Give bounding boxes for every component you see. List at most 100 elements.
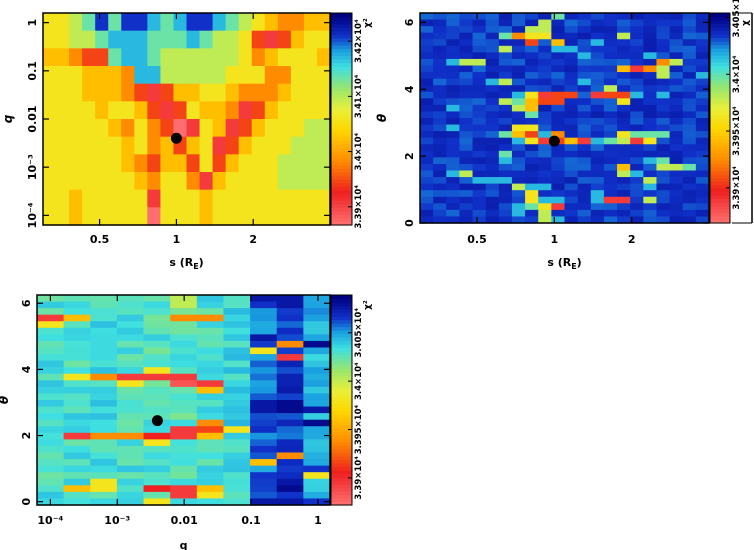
heatmap-cell (223, 491, 251, 500)
heatmap-cell (603, 58, 618, 67)
heatmap-cell (420, 144, 434, 152)
heatmap-cell (551, 131, 566, 139)
colorbar-segment (710, 41, 730, 46)
colorbar-segment (331, 358, 352, 363)
heatmap-cell (433, 216, 447, 224)
heatmap-cell (303, 459, 331, 467)
heatmap-cell (199, 172, 214, 191)
heatmap-cell (446, 19, 461, 27)
heatmap-cell (420, 124, 434, 132)
heatmap-cell (446, 124, 461, 132)
colorbar-segment (331, 129, 352, 134)
heatmap-cell (630, 170, 644, 178)
heatmap-cell (173, 189, 188, 208)
heatmap-cell (238, 83, 253, 102)
heatmap-cell (264, 13, 279, 32)
heatmap-cell (37, 301, 65, 309)
heatmap-cell (303, 340, 331, 349)
heatmap-cell (238, 30, 253, 49)
heatmap-cell (630, 58, 644, 67)
heatmap-cell (498, 118, 513, 126)
heatmap-cell (196, 452, 225, 460)
colorbar-segment (331, 76, 352, 81)
heatmap-cell (63, 439, 91, 447)
heatmap-cell (116, 439, 145, 447)
heatmap-cell (538, 26, 552, 34)
heatmap-cell (303, 295, 331, 303)
colorbar-segment (331, 421, 352, 426)
heatmap-cell (643, 111, 658, 119)
heatmap-cell (656, 26, 671, 34)
colorbar-segment (710, 83, 730, 88)
heatmap-cell (82, 48, 96, 67)
heatmap-cell (617, 32, 631, 40)
colorbar-segment (710, 188, 730, 193)
heatmap-cell (170, 327, 198, 335)
heatmap-cell (116, 485, 145, 493)
heatmap-cell (485, 98, 500, 106)
heatmap-cell (485, 111, 500, 119)
heatmap-cell (603, 111, 618, 119)
x-tick-label: 10⁻⁴ (37, 514, 63, 527)
heatmap-cell (551, 183, 566, 191)
heatmap-cell (643, 52, 658, 60)
colorbar-segment (710, 142, 730, 147)
heatmap-cell (617, 131, 631, 139)
heatmap-cell (630, 196, 644, 204)
heatmap-cell (63, 373, 91, 381)
colorbar-segment (331, 361, 352, 366)
heatmap-cell (433, 144, 447, 152)
heatmap-cell (250, 426, 278, 434)
colorbar-segment (331, 445, 352, 450)
heatmap-cell (695, 26, 710, 34)
heatmap-cell (316, 48, 331, 67)
heatmap-cell (590, 163, 605, 172)
heatmap-cell (643, 170, 658, 178)
heatmap-cell (669, 118, 684, 126)
colorbar-segment (710, 55, 730, 60)
heatmap-cell (498, 203, 513, 211)
y-tick-label: 4 (20, 365, 33, 373)
heatmap-cell (90, 472, 118, 480)
heatmap-cell (225, 136, 240, 155)
heatmap-cell (459, 78, 474, 86)
heatmap-cell (538, 98, 552, 106)
heatmap-cell (250, 380, 278, 388)
heatmap-cell (617, 58, 631, 67)
heatmap-cell (196, 354, 225, 362)
heatmap-cell (121, 189, 135, 208)
colorbar-segment (710, 93, 730, 98)
heatmap-cell (498, 26, 513, 34)
heatmap-cell (43, 136, 57, 155)
heatmap-cell (290, 83, 305, 102)
heatmap-cell (538, 118, 552, 126)
heatmap-cell (538, 19, 552, 27)
colorbar-segment (331, 326, 352, 331)
heatmap-cell (459, 26, 474, 34)
heatmap-cell (196, 360, 225, 368)
heatmap-cell (551, 177, 566, 185)
heatmap-cell (37, 373, 65, 381)
colorbar-segment (710, 48, 730, 53)
colorbar-segment (331, 55, 352, 60)
colorbar-segment (331, 104, 352, 109)
heatmap-cell (498, 52, 513, 60)
heatmap-cell (538, 13, 552, 21)
heatmap-cell (160, 136, 175, 155)
heatmap-cell (95, 83, 109, 102)
heatmap-cell (420, 196, 434, 204)
heatmap-cell (212, 172, 227, 191)
heatmap-cell (472, 32, 487, 40)
heatmap-cell (590, 26, 605, 34)
heatmap-cell (617, 111, 631, 119)
heatmap-cell (250, 308, 278, 316)
heatmap-cell (433, 85, 447, 93)
heatmap-cell (577, 78, 592, 86)
heatmap-cell (170, 367, 198, 375)
heatmap-cell (630, 111, 644, 119)
heatmap-cell (617, 124, 631, 132)
heatmap-cell (116, 445, 145, 454)
heatmap-cell (551, 98, 566, 106)
heatmap-cell (199, 136, 214, 155)
heatmap-cell (82, 119, 96, 138)
